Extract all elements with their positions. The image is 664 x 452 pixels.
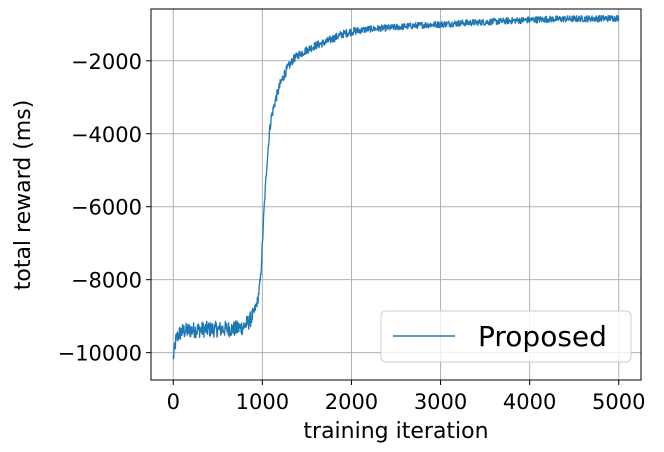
legend-box [380,310,632,363]
legend: Proposed [380,310,632,363]
x-tick-label: 1000 [236,390,289,414]
plot-frame [150,8,642,381]
x-tick-label: 4000 [503,390,556,414]
y-tick-label: −8000 [71,269,142,293]
y-axis-label: total reward (ms) [11,100,36,291]
y-tick-label: −2000 [71,50,142,74]
x-tick-label: 3000 [414,390,467,414]
x-axis-label: training iteration [303,419,488,444]
legend-label-proposed: Proposed [478,320,607,353]
series-line-proposed [172,14,620,360]
x-tick-label: 5000 [592,390,645,414]
x-tick-label: 0 [167,390,180,414]
series-layer [172,14,620,360]
y-tick-label: −10000 [58,342,142,366]
x-tick-label: 2000 [325,390,378,414]
x-axis: 0 1000 2000 3000 4000 5000 [167,380,645,414]
y-axis: −10000 −8000 −6000 −4000 −2000 [58,50,151,366]
y-tick-label: −4000 [71,123,142,147]
y-tick-label: −6000 [71,196,142,220]
grid [151,9,641,380]
